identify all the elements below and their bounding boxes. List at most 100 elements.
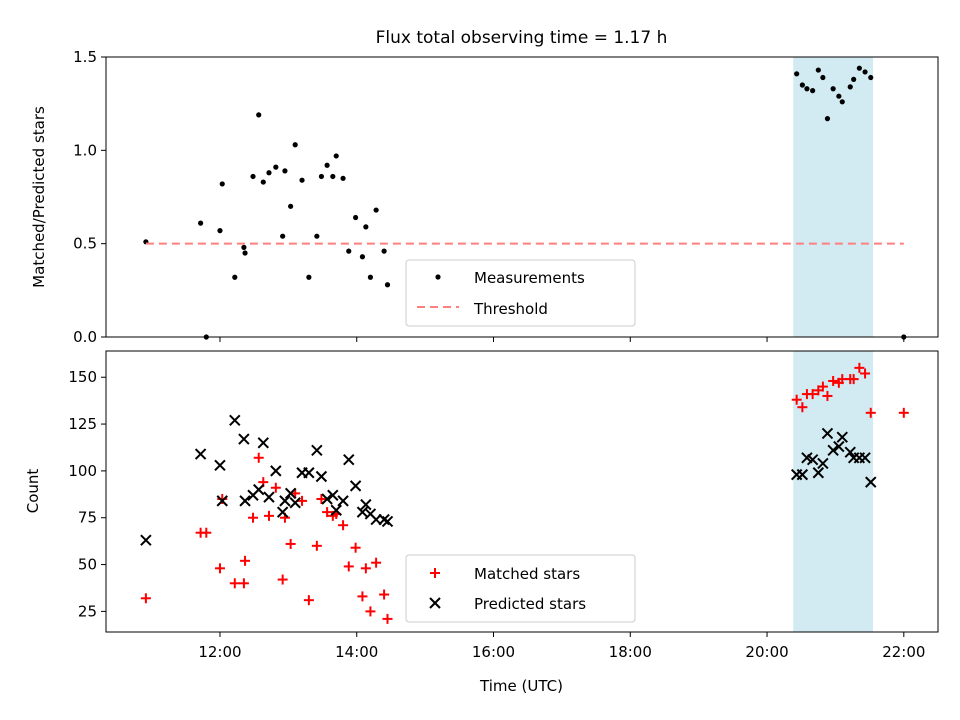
measurement-point <box>836 93 842 99</box>
measurement-point <box>288 203 294 209</box>
matched-star-point <box>214 563 225 574</box>
measurement-point <box>241 244 247 250</box>
predicted-star-point <box>337 495 349 507</box>
matched-star-point <box>828 375 839 386</box>
matched-star-point <box>360 563 371 574</box>
top-panel: 0.0 0.5 1.0 1.5 Matched/Predicted stars Mea… <box>30 48 939 346</box>
predicted-star-point <box>806 453 819 466</box>
matched-star-point <box>822 390 833 401</box>
predicted-star-point <box>833 440 845 453</box>
matched-star-point <box>865 407 876 418</box>
matched-star-point <box>229 578 240 589</box>
predicted-star-point <box>349 480 362 492</box>
chart-title: Flux total observing time = 1.17 h <box>376 28 668 48</box>
matched-star-point <box>338 520 349 531</box>
matched-star-point <box>217 493 228 504</box>
matched-star-point <box>343 561 354 572</box>
predicted-star-point <box>865 476 877 488</box>
predicted-star-point <box>276 506 289 518</box>
predicted-star-point <box>343 453 355 466</box>
measurement-point <box>381 248 387 254</box>
measurement-point <box>197 220 204 226</box>
measurement-point <box>299 177 305 183</box>
measurement-point <box>232 274 238 280</box>
matched-star-point <box>297 495 308 506</box>
measurement-point <box>282 168 288 174</box>
bottom-legend: Matched stars Predicted stars <box>405 554 636 623</box>
matched-star-point <box>371 557 382 568</box>
measurement-point <box>847 84 853 90</box>
x-axis-label: Time (UTC) <box>479 677 563 695</box>
predicted-star-point <box>229 414 241 427</box>
measurement-point <box>280 233 286 239</box>
measurement-point <box>373 207 379 213</box>
y-tick-label: 150 <box>68 368 97 386</box>
legend-predicted-label: Predicted stars <box>474 595 586 613</box>
predicted-star-point <box>330 504 342 516</box>
matched-star-point <box>263 510 274 521</box>
matched-star-point <box>365 606 376 617</box>
x-tick-label: 18:00 <box>609 643 652 661</box>
predicted-star-point <box>821 427 834 440</box>
matched-star-point <box>311 540 322 551</box>
matched-star-point <box>357 591 368 602</box>
predicted-star-point <box>194 448 207 460</box>
predicted-star-point <box>238 433 250 445</box>
measurement-point <box>340 175 346 181</box>
predicted-star-point <box>381 515 394 528</box>
matched-star-point <box>240 555 251 566</box>
matched-star-point <box>277 574 288 585</box>
y-tick-label: 0.5 <box>73 235 97 253</box>
top-marks <box>143 65 907 340</box>
matched-star-point <box>848 374 859 385</box>
predicted-star-point <box>140 534 152 546</box>
bottom-x-ticks: 12:00 14:00 16:00 18:00 20:00 22:00 <box>198 632 925 661</box>
legend-measurements-marker <box>435 274 441 280</box>
legend-predicted-marker <box>429 597 441 609</box>
predicted-star-point <box>214 459 226 471</box>
matched-star-point <box>285 538 296 549</box>
measurement-point <box>324 162 330 168</box>
predicted-star-point <box>327 489 339 501</box>
measurement-point <box>359 254 366 260</box>
predicted-star-point <box>315 470 328 483</box>
predicted-star-point <box>303 467 315 479</box>
measurement-point <box>384 282 391 288</box>
measurement-point <box>256 112 262 118</box>
predicted-star-point <box>284 487 297 500</box>
x-tick-label: 12:00 <box>198 643 241 661</box>
matched-star-point <box>201 527 212 538</box>
predicted-star-point <box>321 493 333 505</box>
top-y-ticks: 0.0 0.5 1.0 1.5 <box>73 48 106 346</box>
measurement-point <box>260 179 266 185</box>
predicted-star-point <box>263 491 275 503</box>
matched-star-point <box>898 407 909 418</box>
measurement-point <box>851 76 857 82</box>
bottom-y-axis-label: Count <box>24 469 42 514</box>
legend-matched-label: Matched stars <box>474 565 580 583</box>
measurement-point <box>367 274 374 280</box>
predicted-star-point <box>279 495 291 507</box>
legend-plus-glyph <box>430 568 440 578</box>
y-tick-label: 75 <box>78 509 97 527</box>
measurement-point <box>830 86 836 92</box>
matched-star-point <box>791 394 802 405</box>
predicted-star-point <box>216 495 228 507</box>
matched-star-point <box>379 589 390 600</box>
measurement-point <box>810 88 816 94</box>
matched-star-point <box>797 402 808 413</box>
predicted-star-point <box>812 467 825 479</box>
measurement-point <box>346 248 352 254</box>
top-legend-box <box>405 259 636 327</box>
matched-star-point <box>382 613 393 624</box>
x-tick-label: 14:00 <box>335 643 378 661</box>
y-tick-label: 100 <box>68 462 97 480</box>
matched-star-point <box>807 389 818 400</box>
top-legend: Measurements Threshold <box>405 259 636 327</box>
measurement-point <box>266 170 272 176</box>
measurement-point <box>799 82 805 88</box>
predicted-star-point <box>836 431 848 443</box>
top-highlight-band <box>793 57 874 337</box>
matched-star-point <box>140 593 151 604</box>
